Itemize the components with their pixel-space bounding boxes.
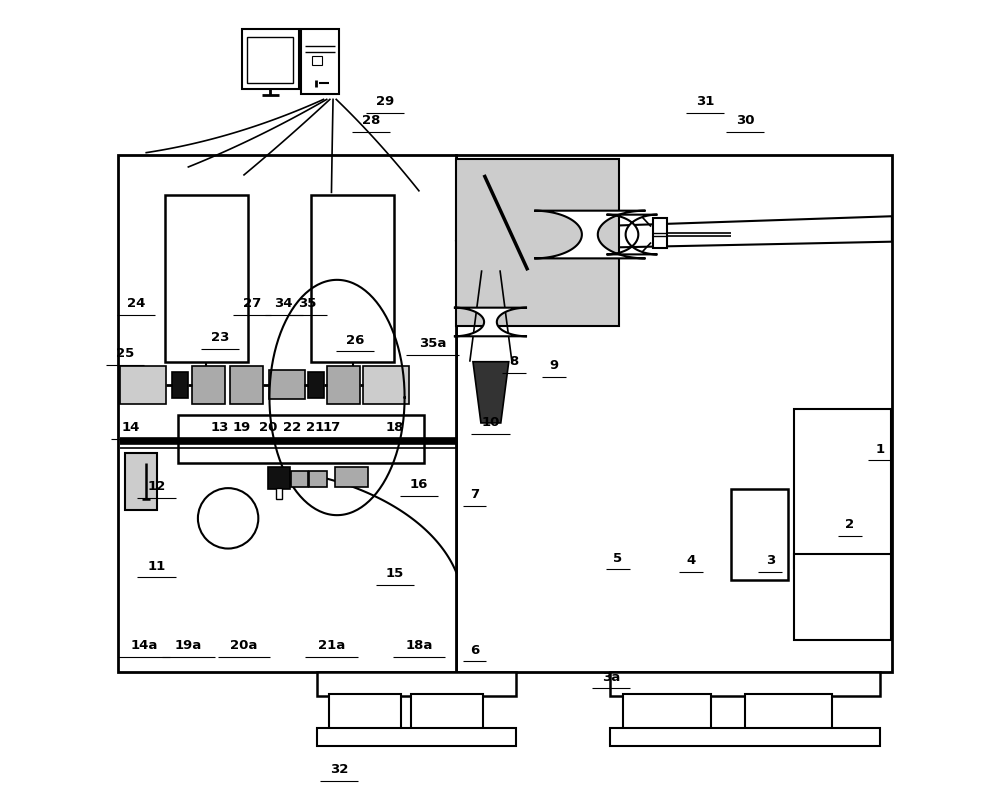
Bar — [794, 554, 891, 640]
Text: 15: 15 — [386, 568, 404, 580]
Text: 18a: 18a — [405, 639, 433, 652]
Text: 16: 16 — [410, 479, 428, 491]
Bar — [327, 366, 360, 404]
Bar — [242, 29, 299, 89]
Text: 6: 6 — [470, 644, 479, 657]
Polygon shape — [534, 211, 645, 258]
Bar — [610, 728, 880, 746]
Text: 28: 28 — [362, 114, 380, 127]
Text: 12: 12 — [147, 480, 166, 493]
Text: 7: 7 — [470, 488, 479, 501]
Polygon shape — [473, 362, 509, 423]
Text: 4: 4 — [686, 554, 695, 567]
Bar — [268, 467, 290, 489]
Text: 35a: 35a — [419, 337, 446, 350]
Bar — [291, 471, 308, 487]
Text: 35: 35 — [298, 297, 317, 310]
Bar — [309, 471, 327, 487]
Bar — [118, 155, 456, 672]
Bar — [312, 56, 322, 65]
Text: 14a: 14a — [130, 639, 158, 652]
Bar — [317, 672, 516, 696]
Bar — [363, 366, 409, 404]
Polygon shape — [607, 215, 657, 254]
Bar — [172, 372, 188, 398]
Text: 21a: 21a — [318, 639, 345, 652]
Bar — [276, 488, 282, 499]
Text: 20: 20 — [259, 421, 277, 434]
Text: 30: 30 — [736, 114, 754, 127]
Bar — [311, 195, 394, 362]
Bar — [653, 218, 667, 248]
Text: 29: 29 — [376, 95, 394, 108]
Bar — [456, 159, 619, 326]
Text: 31: 31 — [696, 95, 714, 108]
Bar — [745, 694, 832, 730]
Text: 23: 23 — [211, 332, 229, 344]
Text: 19: 19 — [232, 421, 251, 434]
Text: 27: 27 — [243, 297, 261, 310]
Text: 1: 1 — [875, 443, 885, 456]
Bar — [178, 415, 424, 463]
Text: 9: 9 — [549, 359, 559, 372]
Text: 19a: 19a — [175, 639, 202, 652]
Text: 3a: 3a — [602, 671, 620, 684]
Bar — [623, 694, 711, 730]
Bar — [230, 366, 263, 404]
Text: 13: 13 — [211, 421, 229, 434]
Bar — [247, 37, 293, 83]
Text: 26: 26 — [346, 334, 364, 347]
Text: 21: 21 — [306, 421, 325, 434]
Bar — [731, 489, 788, 580]
Circle shape — [198, 488, 258, 549]
Bar — [610, 672, 880, 696]
Polygon shape — [456, 216, 892, 250]
Text: 22: 22 — [283, 421, 301, 434]
Text: 20a: 20a — [230, 639, 258, 652]
Text: 8: 8 — [510, 355, 519, 368]
Text: 24: 24 — [127, 297, 145, 310]
Bar — [192, 366, 225, 404]
Text: 34: 34 — [275, 297, 293, 310]
Text: 10: 10 — [481, 417, 500, 429]
Bar — [269, 370, 305, 399]
Text: 17: 17 — [322, 421, 341, 434]
Text: 18: 18 — [386, 421, 404, 434]
Bar — [125, 453, 157, 510]
Text: 32: 32 — [330, 763, 349, 776]
Text: 25: 25 — [116, 347, 134, 360]
Polygon shape — [454, 308, 527, 336]
Bar — [329, 694, 401, 730]
Text: 5: 5 — [613, 552, 622, 564]
Bar — [335, 467, 368, 487]
Bar — [411, 694, 483, 730]
Bar — [165, 195, 248, 362]
Bar — [317, 728, 516, 746]
Bar — [120, 366, 166, 404]
Text: 11: 11 — [147, 560, 166, 572]
Bar — [794, 409, 891, 568]
Text: 2: 2 — [845, 518, 854, 531]
Text: 3: 3 — [766, 554, 775, 567]
Bar — [308, 372, 324, 398]
Text: 14: 14 — [121, 421, 140, 434]
Bar — [301, 29, 339, 94]
Bar — [456, 155, 892, 672]
